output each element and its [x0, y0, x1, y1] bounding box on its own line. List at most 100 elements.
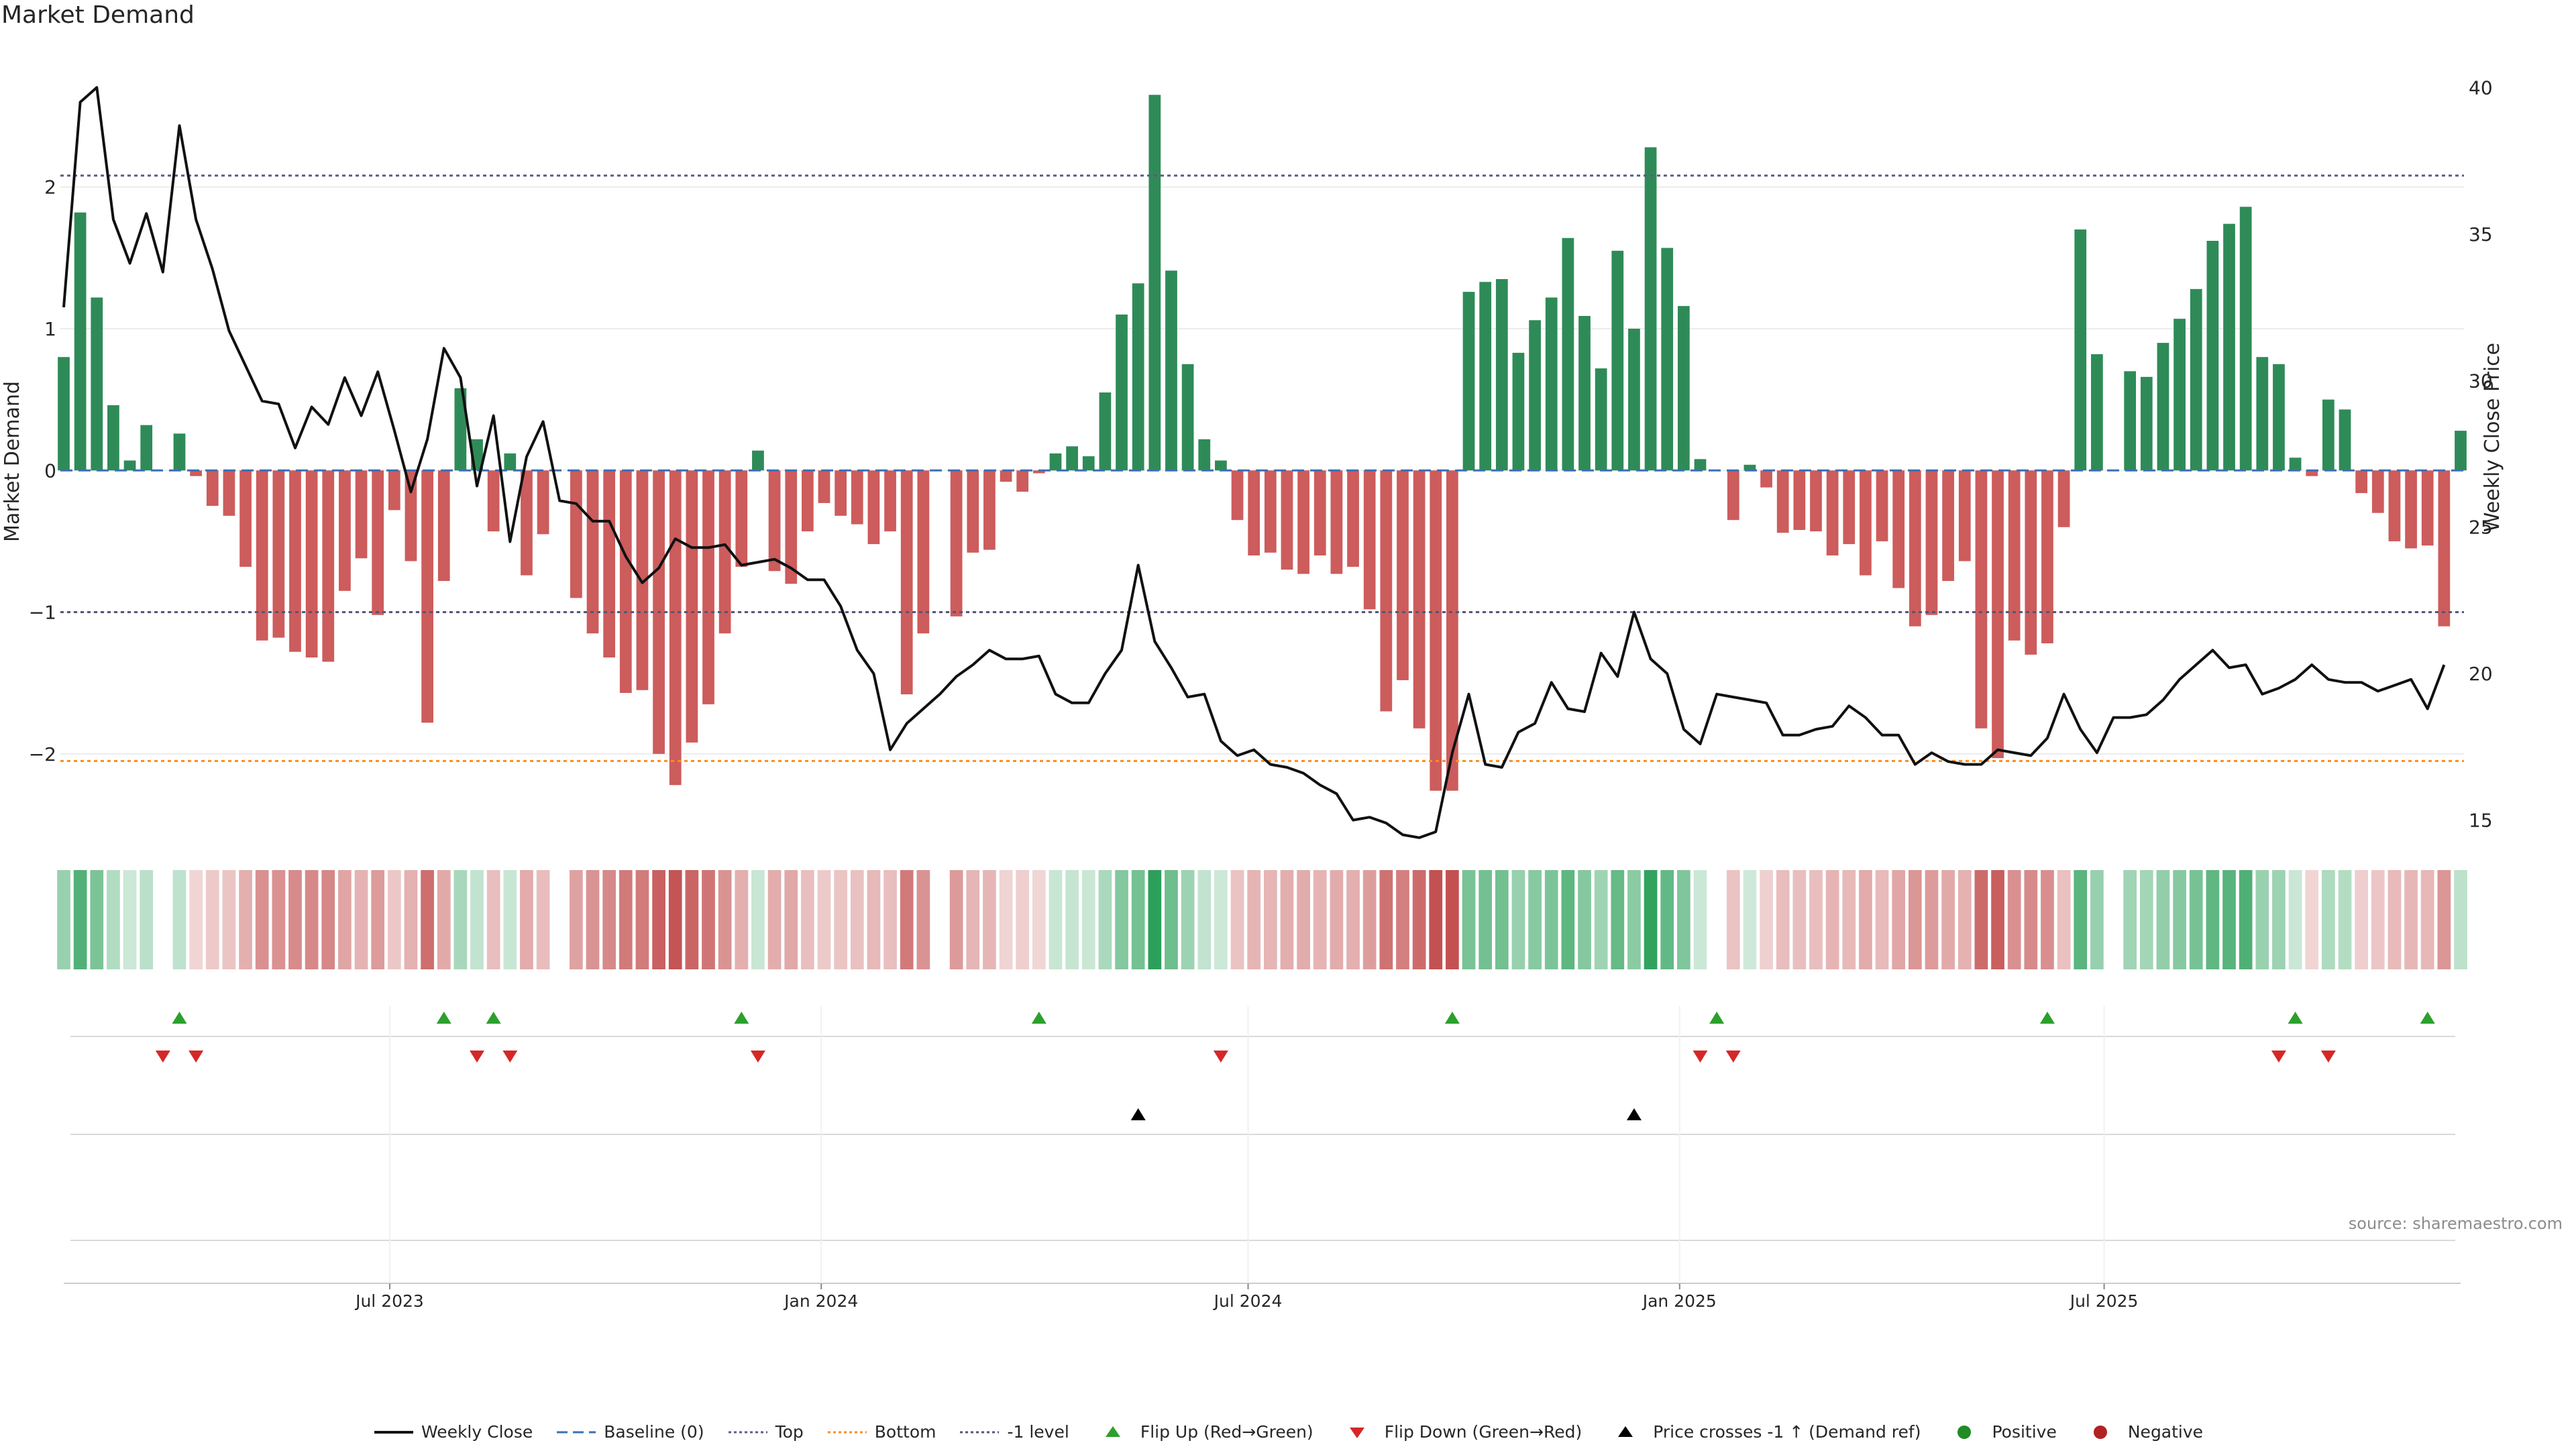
flip-up-marker	[734, 1012, 749, 1024]
heat-cell	[619, 870, 633, 969]
demand-bar-negative	[1975, 470, 1988, 729]
demand-bar-positive	[1049, 453, 1062, 471]
demand-bar-negative	[1430, 470, 1442, 791]
heat-cell	[702, 870, 715, 969]
heat-cell	[1462, 870, 1476, 969]
chart-title: Market Demand	[1, 1, 195, 29]
demand-bar-negative	[1248, 470, 1260, 556]
heat-cell	[1825, 870, 1839, 969]
demand-bar-positive	[752, 450, 764, 471]
heat-cell	[2189, 870, 2203, 969]
demand-bar-positive	[2140, 376, 2153, 471]
demand-bar-negative	[917, 470, 930, 634]
heat-cell	[1792, 870, 1807, 969]
demand-bar-negative	[339, 470, 351, 591]
y-tick-label: 1	[44, 318, 56, 340]
heat-cell	[123, 870, 137, 969]
heat-cell	[570, 870, 583, 969]
flip-down-marker	[189, 1051, 204, 1063]
heat-cell	[421, 870, 434, 969]
heat-cell	[189, 870, 203, 969]
heat-cell	[1362, 870, 1377, 969]
demand-bar-negative	[835, 470, 847, 516]
heat-cell	[1726, 870, 1740, 969]
flip-down-marker	[1725, 1051, 1741, 1063]
demand-bar-negative	[950, 470, 963, 616]
demand-bar-positive	[1148, 95, 1161, 471]
demand-bar-positive	[2339, 409, 2351, 471]
legend-symbol-icon	[960, 1431, 1000, 1433]
x-tick-label: Jul 2024	[1213, 1291, 1283, 1311]
flip-up-marker	[172, 1012, 187, 1024]
flip-up-marker	[436, 1012, 451, 1024]
demand-bar-positive	[2091, 354, 2103, 471]
y2-tick-label: 20	[2469, 663, 2493, 685]
heat-cell	[305, 870, 319, 969]
source-note: source: sharemaestro.com	[2348, 1214, 2563, 1233]
y2-tick-label: 15	[2469, 810, 2493, 832]
heat-cell	[1743, 870, 1757, 969]
demand-bar-positive	[1132, 283, 1144, 471]
demand-bar-negative	[1826, 470, 1839, 556]
flip-down-marker	[470, 1051, 485, 1063]
demand-bar-negative	[372, 470, 384, 615]
demand-bar-positive	[2157, 343, 2169, 471]
heat-cell	[288, 870, 302, 969]
flip-up-marker	[1031, 1012, 1046, 1024]
heat-cell	[2454, 870, 2467, 969]
heat-cell	[107, 870, 120, 969]
legend-label: -1 level	[1007, 1422, 1069, 1442]
demand-bar-positive	[2074, 229, 2087, 471]
heat-cell	[520, 870, 533, 969]
demand-bar-negative	[702, 470, 714, 704]
heat-cell	[1925, 870, 1939, 969]
demand-bar-negative	[2008, 470, 2021, 641]
heat-cell	[387, 870, 401, 969]
demand-bar-negative	[586, 470, 599, 634]
flip-down-marker	[2271, 1051, 2286, 1063]
heat-cell	[1528, 870, 1542, 969]
demand-bar-negative	[1380, 470, 1393, 712]
heat-cell	[2288, 870, 2302, 969]
heat-cell	[1065, 870, 1079, 969]
demand-bar-negative	[1925, 470, 1938, 615]
heat-cell	[1495, 870, 1509, 969]
demand-bar-positive	[2239, 207, 2252, 471]
demand-bar-positive	[2174, 319, 2186, 471]
heat-cell	[817, 870, 831, 969]
heat-cell	[321, 870, 335, 969]
demand-bar-positive	[173, 433, 186, 471]
heat-cell	[834, 870, 848, 969]
heat-cell	[1429, 870, 1443, 969]
heat-cell	[1032, 870, 1046, 969]
flip-down-marker	[1693, 1051, 1708, 1063]
heat-cell	[222, 870, 236, 969]
demand-bar-negative	[1281, 470, 1293, 570]
flip-down-marker	[2320, 1051, 2336, 1063]
heat-cell	[404, 870, 418, 969]
legend-label: Baseline (0)	[604, 1422, 704, 1442]
heat-cell	[983, 870, 996, 969]
demand-bar-negative	[1264, 470, 1277, 553]
demand-bar-negative	[2421, 470, 2434, 546]
legend-item: -1 level	[959, 1422, 1069, 1442]
demand-bar-negative	[2355, 470, 2368, 494]
flip-down-marker	[1213, 1051, 1228, 1063]
heat-cell	[867, 870, 881, 969]
heat-cell	[453, 870, 468, 969]
flip-up-marker	[2039, 1012, 2055, 1024]
heat-cell	[767, 870, 782, 969]
demand-bar-negative	[1330, 470, 1343, 574]
price-line-layer	[62, 86, 2446, 839]
heat-cell	[1049, 870, 1063, 969]
legend-symbol-icon	[728, 1431, 767, 1433]
heat-cell	[1776, 870, 1790, 969]
demand-bar-negative	[487, 470, 500, 532]
heat-cell	[1875, 870, 1889, 969]
heat-cell	[2272, 870, 2286, 969]
demand-bar-negative	[405, 470, 417, 561]
demand-bar-positive	[1165, 270, 1177, 471]
demand-bar-negative	[1876, 470, 1888, 541]
demand-bar-negative	[1843, 470, 1856, 545]
